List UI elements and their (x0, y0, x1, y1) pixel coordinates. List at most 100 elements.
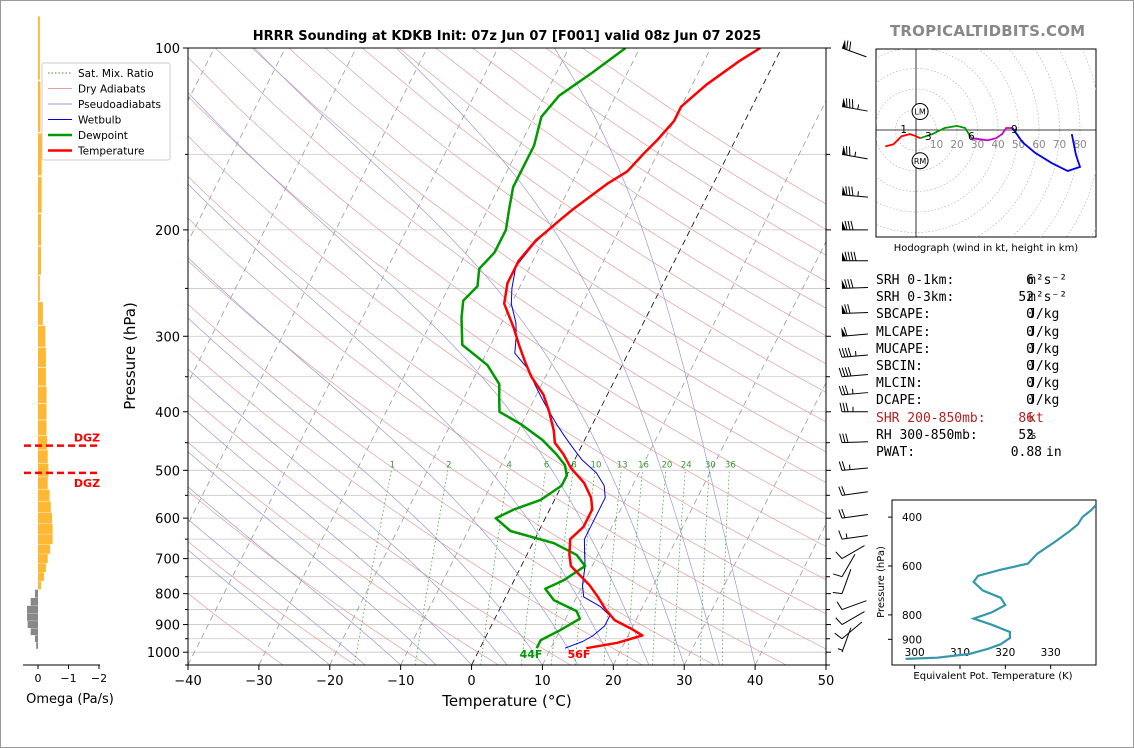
param-value: 6 (1026, 273, 1034, 288)
y-tick-label: 200 (155, 224, 180, 239)
param-value: 0 (1026, 324, 1034, 340)
storm-motion-label: RM (914, 157, 927, 166)
param-value: 52 (1018, 290, 1034, 306)
param-label: SBCAPE: (876, 307, 931, 323)
hodograph-ring-label: 80 (1073, 139, 1086, 151)
legend-entry: Dry Adiabats (78, 84, 146, 96)
param-row: RH 300-850mb: 52% (876, 427, 1106, 444)
mix-ratio-label: 8 (571, 460, 576, 470)
legend-entry: Temperature (77, 146, 145, 158)
mix-ratio-label: 24 (681, 460, 692, 470)
omega-bar (30, 597, 38, 606)
y-tick-label: 400 (155, 406, 180, 421)
y-tick-label: 700 (155, 553, 180, 568)
param-row: DCAPE: 0 J/kg (876, 392, 1106, 409)
param-unit: J/kg (1028, 393, 1060, 409)
wind-barb (841, 279, 869, 289)
dry-adiabat (288, 48, 826, 423)
omega-bar (38, 347, 46, 367)
y-tick-label: 600 (155, 512, 180, 527)
thetae-x-tick-label: 320 (995, 647, 1015, 659)
omega-bar (38, 512, 53, 524)
dry-adiabat (188, 135, 826, 581)
storm-motion-label: LM (914, 108, 925, 117)
omega-bar (38, 386, 47, 404)
thetae-x-tick-label: 310 (950, 647, 970, 659)
thetae-x-tick-label: 330 (1041, 647, 1061, 659)
x-axis-label: Temperature (°C) (441, 692, 571, 710)
isotherm--20 (329, 48, 641, 665)
dry-adiabat (325, 48, 826, 393)
legend-entry: Wetbulb (78, 115, 122, 127)
dry-adiabat (188, 95, 826, 547)
param-label: SRH 0-1km: (876, 273, 955, 288)
wind-barb (841, 145, 868, 160)
x-tick-label: 50 (818, 674, 835, 689)
omega-bar (38, 325, 46, 347)
param-label: RH 300-850mb: (876, 427, 978, 443)
pseudoadiabat (188, 549, 331, 665)
storm-motion-marker (911, 152, 929, 170)
param-label: MUCAPE: (876, 341, 931, 357)
param-unit: J/kg (1028, 324, 1060, 340)
pseudoadiabat (188, 518, 366, 665)
dry-adiabat (251, 48, 826, 453)
omega-bar (38, 176, 42, 213)
pseudoadiabat (188, 317, 543, 665)
mix-ratio-line (550, 470, 574, 665)
omega-bar (38, 554, 48, 564)
param-unit: in (1046, 444, 1062, 460)
dry-adiabat (188, 217, 826, 650)
wind-barb (841, 304, 869, 314)
omega-bar (38, 489, 50, 502)
thetae-y-label: Pressure (hPa) (876, 546, 887, 618)
isotherm-20 (612, 240, 826, 665)
wind-barb (836, 600, 867, 611)
wind-barb (841, 185, 868, 198)
omega-bar (38, 581, 42, 590)
omega-bar (38, 81, 41, 132)
wind-barb (842, 220, 868, 231)
dry-adiabat (188, 260, 787, 665)
legend: Sat. Mix. Ratio Dry Adiabats Pseudoadiabat… (41, 62, 171, 161)
omega-bar (38, 523, 53, 534)
omega-bar (38, 572, 45, 581)
omega-bar (38, 403, 47, 420)
param-unit: J/kg (1028, 376, 1060, 392)
pseudoadiabat (188, 257, 579, 665)
thetae-x-label: Equivalent Pot. Temperature (K) (913, 671, 1072, 682)
mix-ratio-label: 6 (544, 460, 549, 470)
hodograph-trace (1011, 127, 1082, 172)
mix-ratio-line (603, 470, 622, 665)
y-axis-label: Pressure (hPa) (121, 302, 139, 410)
thetae-y-tick-label: 800 (902, 610, 922, 622)
dry-adiabat (435, 48, 826, 309)
wind-barb (835, 545, 865, 560)
param-value: 0 (1026, 376, 1034, 392)
hodograph-trace (971, 127, 1013, 142)
x-tick-label: −20 (316, 674, 343, 689)
param-value: 86 (1018, 410, 1034, 426)
y-tick-label: 100 (155, 42, 180, 57)
param-row: SBCIN: 0 J/kg (876, 358, 1106, 375)
param-value: 0.88 (1010, 444, 1042, 460)
omega-tick-label: 0 (35, 672, 42, 685)
parameters-table: SRH 0-1km: 6 m²s⁻² SRH 0-3km: 52 m²s⁻² SBCAPE:… (876, 272, 1106, 461)
dry-adiabat (188, 303, 715, 665)
param-row: MUCAPE: 0 J/kg (876, 341, 1106, 358)
wind-barb (842, 251, 868, 262)
omega-bar (27, 605, 38, 614)
param-value: 52 (1018, 427, 1034, 443)
y-tick-label: 300 (155, 330, 180, 345)
dry-adiabat (188, 348, 643, 665)
omega-bar (30, 628, 38, 636)
mix-ratio-line (480, 470, 509, 665)
param-unit: J/kg (1028, 307, 1060, 323)
hodograph-height-label: 3 (925, 131, 932, 143)
hodograph-ring-label: 40 (991, 139, 1004, 151)
wind-barb (838, 347, 868, 358)
param-unit: J/kg (1028, 358, 1060, 374)
mix-ratio-line (414, 470, 449, 665)
mix-ratio-label: 16 (638, 460, 649, 470)
wind-barb (838, 385, 868, 396)
